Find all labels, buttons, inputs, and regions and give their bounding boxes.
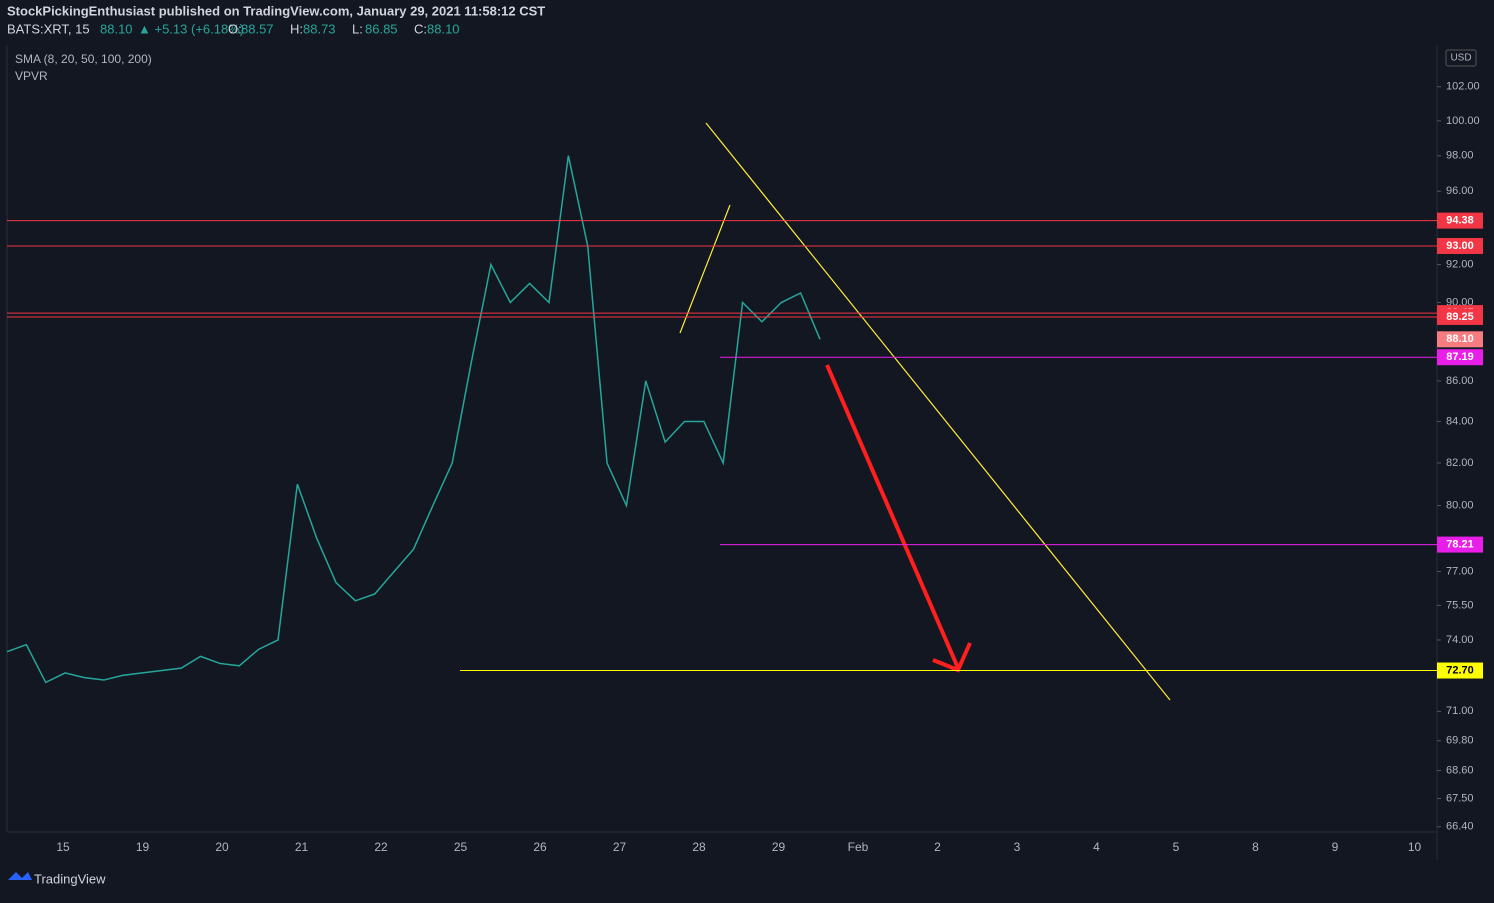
currency-box	[1445, 49, 1477, 67]
y-tick-label: 102.00	[1446, 81, 1480, 93]
y-tick-label: 74.00	[1446, 634, 1474, 646]
x-tick-label: 8	[1252, 840, 1259, 854]
currency: USD	[1450, 53, 1471, 64]
y-tick-label: 69.80	[1446, 735, 1474, 747]
x-tick-label: 29	[772, 840, 786, 854]
x-tick-label: 27	[613, 840, 627, 854]
trend-line	[705, 122, 1171, 701]
ohlc-key: O:	[228, 21, 242, 36]
x-tick-label: 19	[136, 840, 150, 854]
y-tick-label: 100.00	[1446, 115, 1480, 127]
x-tick-label: 22	[374, 840, 388, 854]
y-tick-label: 66.40	[1446, 821, 1474, 833]
level-badge	[1437, 662, 1483, 679]
x-tick-label: 9	[1332, 840, 1339, 854]
x-tick-label: 5	[1173, 840, 1180, 854]
y-tick-label: 82.00	[1446, 457, 1474, 469]
level-label: 88.10	[1446, 333, 1474, 345]
level-label: 93.00	[1446, 240, 1474, 252]
arrow-head	[932, 642, 972, 673]
ohlc-key: C:	[414, 21, 427, 36]
level-badge	[1437, 331, 1483, 348]
last: 88.10	[100, 21, 133, 36]
x-tick-label: 26	[533, 840, 547, 854]
level-label: 72.70	[1446, 664, 1474, 676]
ohlc-value: 88.57	[241, 21, 274, 36]
x-tick-label: 2	[934, 840, 941, 854]
x-tick-label: 15	[56, 840, 70, 854]
indicator: VPVR	[15, 69, 48, 83]
level-badge	[1437, 237, 1483, 254]
y-tick-label: 67.50	[1446, 792, 1474, 804]
y-tick-label: 96.00	[1446, 185, 1474, 197]
ohlc-value: 88.10	[427, 21, 460, 36]
y-tick-label: 77.00	[1446, 565, 1474, 577]
price-line	[6, 155, 821, 684]
publisher: StockPickingEnthusiast published on Trad…	[7, 3, 545, 18]
ohlc-value: 88.73	[303, 21, 336, 36]
y-tick-label: 86.00	[1446, 375, 1474, 387]
trend-line	[679, 204, 731, 334]
x-tick-label: 20	[215, 840, 229, 854]
x-tick-label: 21	[295, 840, 309, 854]
y-tick-label: 71.00	[1446, 705, 1474, 717]
x-tick-label: 25	[454, 840, 468, 854]
symbol: BATS:XRT, 15	[7, 21, 90, 36]
ohlc-key: H:	[290, 21, 303, 36]
x-tick-label: 10	[1408, 840, 1422, 854]
change: ▲ +5.13 (+6.18%)	[138, 21, 244, 36]
y-tick-label: 75.50	[1446, 599, 1474, 611]
x-tick-label: 28	[692, 840, 706, 854]
ohlc-key: L:	[352, 21, 363, 36]
y-tick-label: 98.00	[1446, 150, 1474, 162]
level-label: 78.21	[1446, 538, 1474, 550]
y-tick-label: 92.00	[1446, 259, 1474, 271]
x-tick-label: 3	[1014, 840, 1021, 854]
brand: TradingView	[34, 871, 106, 886]
level-label: 89.25	[1446, 311, 1474, 323]
level-badge	[1437, 349, 1483, 366]
y-tick-label: 84.00	[1446, 415, 1474, 427]
ohlc-value: 86.85	[365, 21, 398, 36]
logo	[8, 872, 32, 880]
level-badge	[1437, 212, 1483, 229]
x-tick-label: 4	[1093, 840, 1100, 854]
level-label: 94.38	[1446, 215, 1474, 227]
y-tick-label: 68.60	[1446, 765, 1474, 777]
level-badge	[1437, 536, 1483, 553]
indicator: SMA (8, 20, 50, 100, 200)	[15, 52, 152, 66]
level-badge	[1437, 308, 1483, 325]
y-tick-label: 80.00	[1446, 499, 1474, 511]
level-label: 87.19	[1446, 351, 1474, 363]
arrow	[825, 364, 960, 669]
x-tick-label: Feb	[848, 840, 869, 854]
